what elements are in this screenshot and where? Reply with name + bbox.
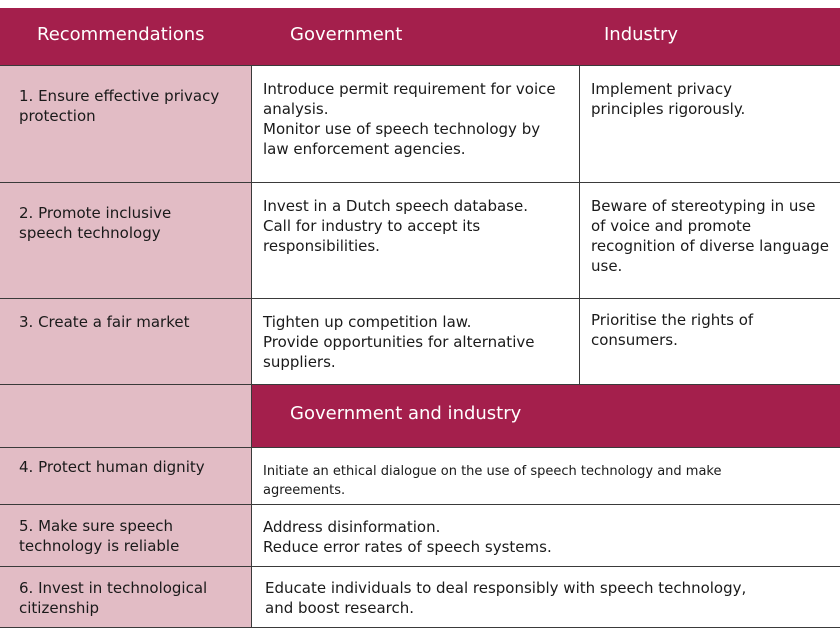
grid-line-h-header bbox=[0, 65, 840, 66]
recommendation-label-2: 2. Promote inclusive speech technology bbox=[19, 204, 172, 242]
grid-line-v-right bbox=[579, 65, 580, 384]
grid-line-h-row4 bbox=[0, 504, 840, 505]
recommendation-cell-5: 5. Make sure speech technology is reliab… bbox=[0, 504, 251, 566]
government-text-2: Invest in a Dutch speech database. Call … bbox=[263, 197, 528, 255]
grid-line-h-row3 bbox=[0, 384, 840, 385]
grid-line-h-joint-header bbox=[0, 447, 840, 448]
recommendation-label-4: 4. Protect human dignity bbox=[19, 458, 205, 476]
recommendation-cell-6: 6. Invest in technological citizenship bbox=[0, 566, 251, 628]
joint-header-spacer bbox=[0, 384, 251, 447]
header-government-label: Government bbox=[290, 24, 403, 45]
header-recommendations-label: Recommendations bbox=[37, 24, 205, 45]
header-industry: Industry bbox=[579, 8, 840, 65]
industry-cell-3: Prioritise the rights of consumers. bbox=[579, 298, 840, 384]
government-cell-1: Introduce permit requirement for voice a… bbox=[251, 65, 579, 182]
recommendation-cell-2: 2. Promote inclusive speech technology bbox=[0, 182, 251, 298]
joint-action-text-5: Address disinformation. Reduce error rat… bbox=[263, 518, 552, 556]
grid-line-v-left bbox=[251, 65, 252, 628]
grid-line-h-bottom bbox=[0, 627, 840, 628]
grid-line-h-row1 bbox=[0, 182, 840, 183]
government-text-1: Introduce permit requirement for voice a… bbox=[263, 80, 556, 158]
recommendation-label-6: 6. Invest in technological citizenship bbox=[19, 579, 208, 617]
government-cell-2: Invest in a Dutch speech database. Call … bbox=[251, 182, 579, 298]
joint-action-cell-5: Address disinformation. Reduce error rat… bbox=[251, 504, 840, 566]
joint-action-cell-4: Initiate an ethical dialogue on the use … bbox=[251, 447, 840, 504]
recommendation-label-3: 3. Create a fair market bbox=[19, 313, 190, 331]
joint-action-text-6: Educate individuals to deal responsibly … bbox=[265, 579, 747, 617]
joint-header: Government and industry bbox=[251, 384, 840, 447]
industry-text-2: Beware of stereotyping in use of voice a… bbox=[591, 197, 830, 275]
recommendation-cell-1: 1. Ensure effective privacy protection bbox=[0, 65, 251, 182]
recommendation-cell-4: 4. Protect human dignity bbox=[0, 447, 251, 504]
header-recommendations: Recommendations bbox=[0, 8, 251, 65]
industry-text-3: Prioritise the rights of consumers. bbox=[591, 311, 754, 349]
industry-cell-1: Implement privacy principles rigorously. bbox=[579, 65, 840, 182]
industry-cell-2: Beware of stereotyping in use of voice a… bbox=[579, 182, 840, 298]
industry-text-1: Implement privacy principles rigorously. bbox=[591, 80, 746, 118]
government-text-3: Tighten up competition law. Provide oppo… bbox=[263, 313, 535, 371]
recommendation-label-1: 1. Ensure effective privacy protection bbox=[19, 87, 220, 125]
joint-action-cell-6: Educate individuals to deal responsibly … bbox=[251, 566, 840, 628]
grid-line-h-row5 bbox=[0, 566, 840, 567]
joint-header-label: Government and industry bbox=[290, 403, 522, 424]
joint-action-text-4: Initiate an ethical dialogue on the use … bbox=[263, 464, 722, 498]
recommendation-label-5: 5. Make sure speech technology is reliab… bbox=[19, 517, 180, 555]
grid-line-h-row2 bbox=[0, 298, 840, 299]
recommendation-cell-3: 3. Create a fair market bbox=[0, 298, 251, 384]
header-government: Government bbox=[251, 8, 579, 65]
government-cell-3: Tighten up competition law. Provide oppo… bbox=[251, 298, 579, 384]
header-industry-label: Industry bbox=[604, 24, 679, 45]
